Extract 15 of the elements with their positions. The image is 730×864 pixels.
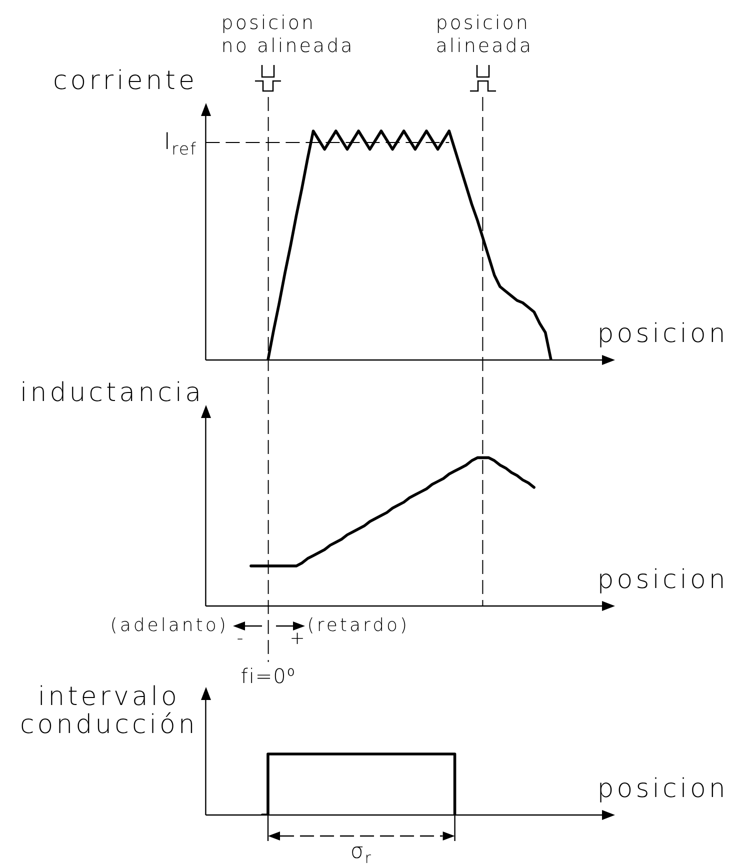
text: σ$_{r}$: [350, 839, 372, 864]
y-axis-title: intervalo conducción: [20, 682, 198, 740]
ref-line-label: I$_{ref}$: [164, 129, 197, 160]
x-axis-title: posicion: [597, 774, 728, 804]
y-axis-title: inductancia: [20, 378, 204, 408]
y-axis-title: corriente: [53, 66, 198, 96]
text: +: [290, 628, 305, 649]
text: fi=0⁰: [240, 664, 296, 688]
text: (retardo): [307, 615, 410, 636]
text: -: [236, 628, 244, 649]
text: posicion alineada: [436, 12, 533, 58]
x-axis-title: posicion: [597, 565, 728, 595]
text: (adelanto): [110, 615, 228, 636]
x-axis-title: posicion: [597, 319, 728, 349]
text: posicion no alineada: [221, 12, 354, 58]
